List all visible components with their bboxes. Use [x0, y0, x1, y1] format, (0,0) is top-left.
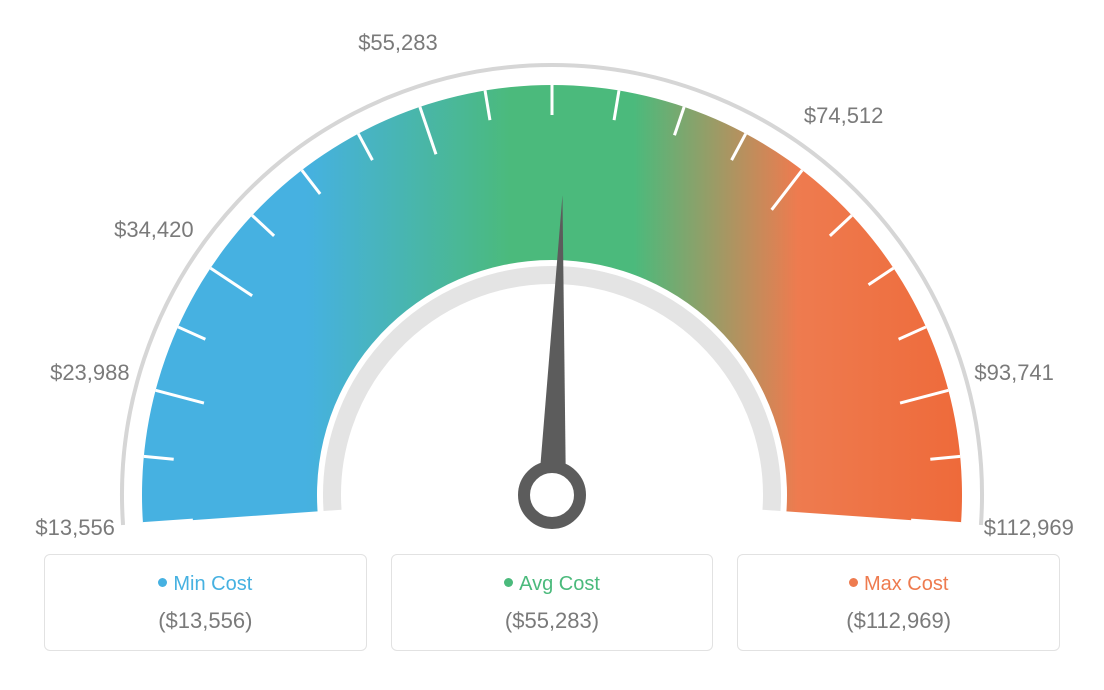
gauge-tick-label: $34,420 [114, 217, 194, 243]
legend-title-max: Max Cost [748, 573, 1049, 596]
legend-title-avg: Avg Cost [402, 573, 703, 596]
legend-value-max: ($112,969) [748, 608, 1049, 634]
gauge-tick-label: $13,556 [35, 515, 115, 541]
legend-dot-max [849, 578, 858, 587]
legend-row: Min Cost ($13,556) Avg Cost ($55,283) Ma… [0, 554, 1104, 651]
legend-title-avg-text: Avg Cost [519, 573, 600, 595]
legend-dot-min [158, 578, 167, 587]
gauge: $13,556 $23,988 $34,420 $55,283 $74,512 $93,7… [0, 0, 1104, 540]
legend-value-avg: ($55,283) [402, 608, 703, 634]
legend-card-min: Min Cost ($13,556) [44, 554, 367, 651]
legend-card-avg: Avg Cost ($55,283) [391, 554, 714, 651]
legend-card-max: Max Cost ($112,969) [737, 554, 1060, 651]
legend-value-min: ($13,556) [55, 608, 356, 634]
legend-title-max-text: Max Cost [864, 573, 948, 595]
gauge-tick-label: $112,969 [984, 515, 1074, 541]
legend-title-min-text: Min Cost [173, 573, 252, 595]
gauge-tick-label: $23,988 [50, 360, 130, 386]
legend-title-min: Min Cost [55, 573, 356, 596]
legend-dot-avg [504, 578, 513, 587]
gauge-svg [0, 0, 1104, 540]
gauge-tick-label: $74,512 [804, 103, 884, 129]
gauge-needle-hub [524, 467, 580, 523]
gauge-tick-label: $93,741 [974, 360, 1054, 386]
chart-container: $13,556 $23,988 $34,420 $55,283 $74,512 $93,7… [0, 0, 1104, 690]
gauge-tick-label: $55,283 [358, 30, 438, 56]
